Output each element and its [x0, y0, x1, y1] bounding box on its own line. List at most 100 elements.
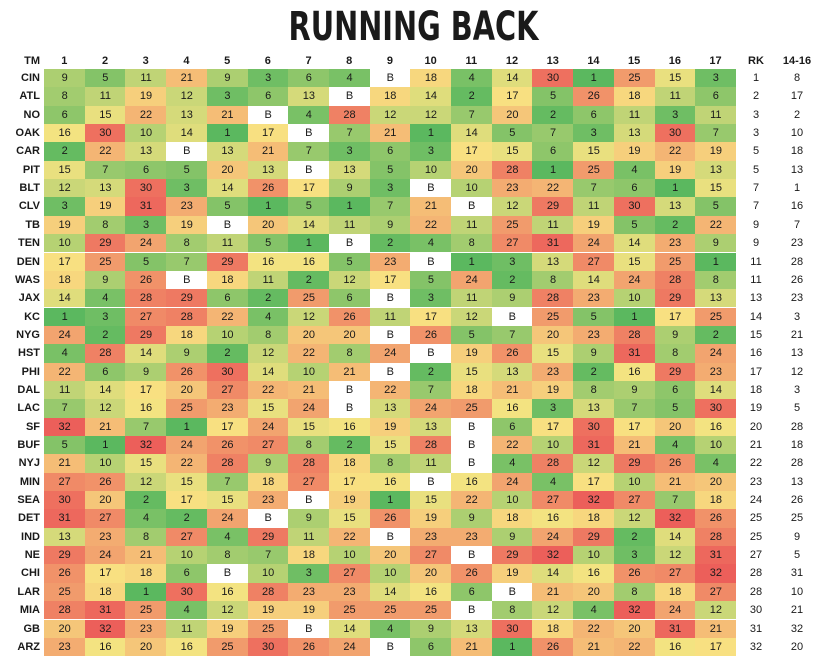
team-label: LAR [17, 585, 40, 598]
heatmap-cell: B [369, 325, 411, 345]
heatmap-cell: 25 [695, 307, 737, 326]
heatmap-cell: 16 [613, 362, 656, 381]
heatmap-cell: 25 [44, 582, 86, 602]
rank-value: 16 [749, 347, 763, 360]
heatmap-cell: B [247, 509, 289, 528]
heatmap-cell: 4 [125, 509, 167, 528]
column-header: 10 [424, 55, 437, 67]
heatmap-cell: 25 [84, 252, 126, 271]
heatmap-cell: 13 [573, 399, 615, 418]
heatmap-cell: 9 [125, 362, 167, 381]
heatmap-cell: 24 [654, 601, 696, 620]
heatmap-cell: 1 [206, 124, 249, 143]
heatmap-cell: 12 [328, 270, 371, 290]
heatmap-cell: 4 [44, 344, 86, 363]
rank-14-16-value: 16 [790, 200, 804, 213]
heatmap-cell: 22 [451, 491, 493, 510]
heatmap-cell: 16 [654, 637, 696, 656]
heatmap-cell: 4 [369, 619, 411, 638]
heatmap-cell: 21 [247, 142, 289, 161]
heatmap-cell: 14 [288, 215, 330, 235]
heatmap-cell: 12 [206, 601, 249, 620]
heatmap-cell: 17 [247, 124, 289, 143]
heatmap-cell: B [491, 307, 533, 326]
heatmap-cell: 13 [451, 619, 493, 638]
heatmap-cell: B [288, 124, 330, 143]
heatmap-cell: 7 [84, 160, 126, 180]
heatmap-cell: 11 [166, 619, 208, 638]
heatmap-cell: 22 [532, 179, 574, 198]
heatmap-cell: 5 [166, 160, 208, 180]
heatmap-cell: 1 [288, 234, 330, 253]
heatmap-cell: 11 [573, 197, 615, 216]
heatmap-cell: 11 [451, 289, 493, 308]
heatmap-cell: 2 [451, 87, 493, 106]
heatmap-cell: 17 [288, 179, 330, 198]
heatmap-cell: 18 [573, 509, 615, 528]
rank-value: 24 [749, 494, 763, 507]
heatmap-cell: 8 [613, 582, 656, 602]
heatmap-cell: 29 [206, 252, 249, 271]
heatmap-cell: 24 [247, 417, 289, 436]
rank-14-16-value: 25 [790, 512, 804, 525]
heatmap-cell: 23 [532, 362, 574, 381]
heatmap-cell: 22 [288, 344, 330, 363]
heatmap-cell: 4 [247, 307, 289, 326]
rank-14-16-value: 13 [790, 347, 804, 360]
heatmap-cell: 17 [654, 307, 696, 326]
heatmap-cell: 5 [695, 197, 737, 216]
column-header: 15 [628, 55, 641, 67]
heatmap-cell: 8 [491, 601, 533, 620]
heatmap-cell: B [410, 252, 452, 271]
heatmap-cell: 22 [206, 307, 249, 326]
heatmap-cell: 28 [695, 527, 737, 547]
heatmap-cell: 17 [84, 564, 126, 583]
heatmap-cell: 20 [410, 564, 452, 583]
heatmap-cell: 14 [451, 124, 493, 143]
heatmap-cell: 13 [84, 179, 126, 198]
heatmap-cell: 6 [125, 160, 167, 180]
heatmap-cell: 28 [288, 454, 330, 473]
rank-value: 7 [752, 182, 760, 195]
heatmap-cell: 2 [369, 234, 411, 253]
heatmap-cell: 26 [125, 270, 167, 290]
heatmap-cell: 25 [369, 601, 411, 620]
heatmap-cell: 2 [410, 362, 452, 381]
heatmap-cell: 5 [84, 69, 126, 88]
heatmap-cell: 7 [247, 546, 289, 565]
heatmap-cell: 13 [206, 142, 249, 161]
heatmap-cell: 11 [247, 270, 289, 290]
heatmap-cell: 24 [573, 234, 615, 253]
heatmap-cell: 23 [573, 325, 615, 345]
rank-value: 31 [749, 622, 763, 635]
heatmap-cell: 13 [328, 160, 371, 180]
heatmap-cell: 13 [288, 87, 330, 106]
heatmap-cell: 23 [328, 582, 371, 602]
heatmap-cell: 28 [613, 325, 656, 345]
heatmap-cell: 2 [125, 491, 167, 510]
heatmap-cell: 27 [573, 252, 615, 271]
heatmap-cell: 7 [410, 380, 452, 400]
heatmap-cell: 6 [573, 105, 615, 124]
heatmap-cell: 19 [410, 509, 452, 528]
heatmap-cell: 29 [532, 197, 574, 216]
heatmap-cell: 3 [44, 197, 86, 216]
heatmap-cell: 9 [491, 289, 533, 308]
heatmap-cell: 12 [613, 509, 656, 528]
heatmap-cell: 8 [654, 344, 696, 363]
column-header: TM [24, 55, 40, 67]
heatmap-cell: 6 [532, 142, 574, 161]
heatmap-cell: 20 [491, 105, 533, 124]
column-header: 5 [224, 55, 231, 67]
heatmap-cell: 31 [613, 344, 656, 363]
heatmap-cell: 23 [84, 527, 126, 547]
heatmap-cell: 7 [125, 417, 167, 436]
heatmap-cell: 25 [573, 160, 615, 180]
heatmap-cell: 17 [328, 472, 371, 491]
heatmap-cell: 16 [247, 252, 289, 271]
heatmap-cell: 9 [288, 509, 330, 528]
heatmap-cell: 9 [328, 179, 371, 198]
heatmap-cell: 17 [573, 472, 615, 491]
heatmap-cell: 31 [654, 619, 696, 638]
heatmap-cell: 27 [410, 546, 452, 565]
